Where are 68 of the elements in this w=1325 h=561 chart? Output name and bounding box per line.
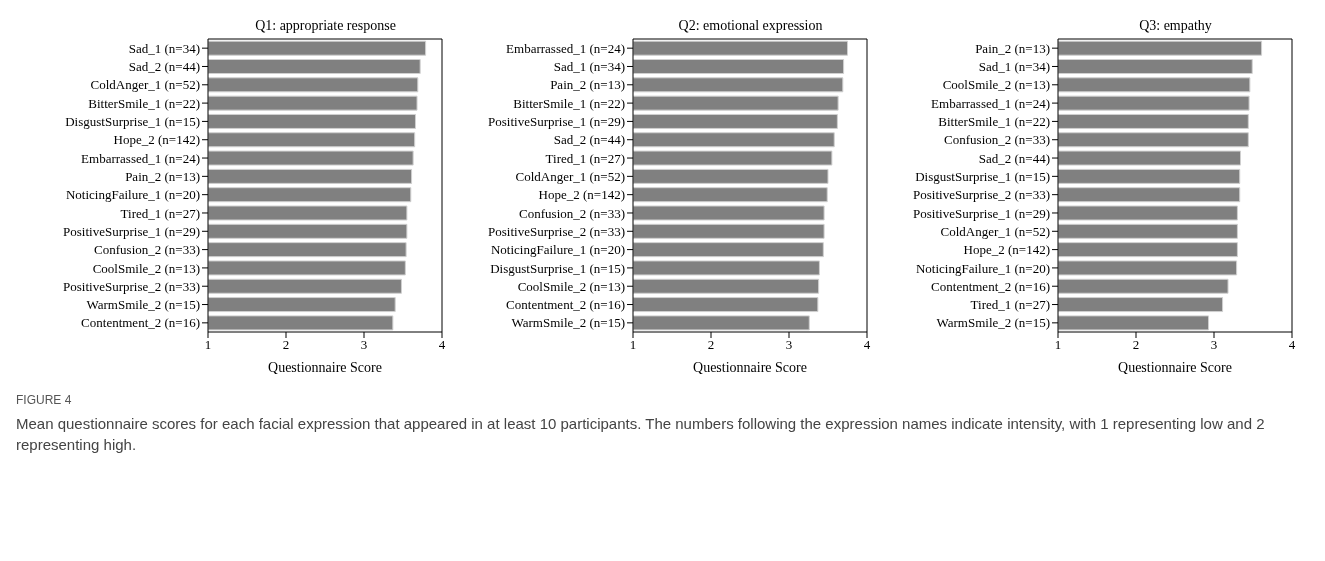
text: Mean questionnaire scores for each facial expression that appeared in at least 10 participants. The numbers following the expression names indicate intensity, with 1 representing low and 2 representing high. bbox=[16, 413, 1266, 455]
y-tick-label: Contentment_2 (n=16) bbox=[81, 315, 200, 331]
y-tick-label: Sad_2 (n=44) bbox=[553, 132, 625, 148]
y-tick-label: WarmSmile_2 (n=15) bbox=[86, 297, 200, 313]
y-tick-label: NoticingFailure_1 (n=20) bbox=[915, 260, 1050, 276]
chart-title: Q3: empathy bbox=[1138, 18, 1213, 34]
y-tick-label: Sad_1 (n=34) bbox=[978, 59, 1050, 75]
y-tick-label: PositiveSurprise_2 (n=33) bbox=[488, 223, 625, 239]
y-tick-label: Sad_1 (n=34) bbox=[128, 40, 200, 56]
y-tick-label: Sad_2 (n=44) bbox=[978, 150, 1050, 166]
x-axis-title: Questionnaire Score bbox=[1118, 360, 1232, 375]
y-tick-label: ColdAnger_1 (n=52) bbox=[940, 223, 1050, 239]
y-tick-label: Hope_2 (n=142) bbox=[113, 132, 200, 148]
y-tick-label: ColdAnger_1 (n=52) bbox=[90, 77, 200, 93]
y-tick-label: Confusion_2 (n=33) bbox=[944, 132, 1050, 148]
x-tick-label: 4 bbox=[863, 337, 871, 353]
y-tick-label: DisgustSurprise_1 (n=15) bbox=[915, 168, 1050, 184]
x-tick-label: 2 bbox=[1132, 337, 1140, 353]
y-tick-label: CoolSmile_2 (n=13) bbox=[942, 77, 1050, 93]
y-tick-label: Tired_1 (n=27) bbox=[120, 205, 200, 221]
y-tick-label: WarmSmile_2 (n=15) bbox=[511, 315, 625, 331]
y-tick-label: Hope_2 (n=142) bbox=[963, 242, 1050, 258]
y-tick-label: BitterSmile_1 (n=22) bbox=[938, 114, 1050, 130]
y-tick-label: NoticingFailure_1 (n=20) bbox=[65, 187, 200, 203]
y-tick-label: Hope_2 (n=142) bbox=[538, 187, 625, 203]
y-tick-label: DisgustSurprise_1 (n=15) bbox=[490, 260, 625, 276]
y-tick-label: PositiveSurprise_2 (n=33) bbox=[913, 187, 1050, 203]
y-tick-label: DisgustSurprise_1 (n=15) bbox=[65, 114, 200, 130]
y-tick-label: PositiveSurprise_1 (n=29) bbox=[488, 114, 625, 130]
y-tick-label: Tired_1 (n=27) bbox=[970, 297, 1050, 313]
y-tick-label: PositiveSurprise_1 (n=29) bbox=[63, 223, 200, 239]
y-tick-label: Sad_1 (n=34) bbox=[553, 59, 625, 75]
y-tick-label: CoolSmile_2 (n=13) bbox=[517, 278, 625, 294]
chart-title: Q1: appropriate response bbox=[254, 18, 397, 34]
y-tick-label: NoticingFailure_1 (n=20) bbox=[490, 242, 625, 258]
y-tick-label: Contentment_2 (n=16) bbox=[506, 297, 625, 313]
x-axis-title: Questionnaire Score bbox=[268, 360, 382, 375]
x-tick-label: 1 bbox=[204, 337, 212, 353]
y-tick-label: PositiveSurprise_1 (n=29) bbox=[913, 205, 1050, 221]
y-tick-label: PositiveSurprise_2 (n=33) bbox=[63, 278, 200, 294]
y-tick-label: Pain_2 (n=13) bbox=[125, 168, 200, 184]
y-tick-label: Sad_2 (n=44) bbox=[128, 59, 200, 75]
y-tick-label: Embarrassed_1 (n=24) bbox=[931, 95, 1050, 111]
x-tick-label: 3 bbox=[360, 337, 368, 353]
y-tick-label: CoolSmile_2 (n=13) bbox=[92, 260, 200, 276]
x-tick-label: 1 bbox=[1054, 337, 1062, 353]
x-tick-label: 3 bbox=[1210, 337, 1218, 353]
y-tick-label: Embarrassed_1 (n=24) bbox=[506, 40, 625, 56]
x-axis-title: Questionnaire Score bbox=[693, 360, 807, 375]
x-tick-label: 2 bbox=[707, 337, 715, 353]
y-tick-label: BitterSmile_1 (n=22) bbox=[88, 95, 200, 111]
y-tick-label: Contentment_2 (n=16) bbox=[931, 278, 1050, 294]
y-tick-label: WarmSmile_2 (n=15) bbox=[936, 315, 1050, 331]
x-tick-label: 4 bbox=[438, 337, 446, 353]
y-tick-label: Confusion_2 (n=33) bbox=[519, 205, 625, 221]
caption: FIGURE 4 bbox=[16, 392, 73, 409]
y-tick-label: Confusion_2 (n=33) bbox=[94, 242, 200, 258]
x-tick-label: 2 bbox=[282, 337, 290, 353]
chart-title: Q2: emotional expression bbox=[677, 18, 824, 34]
y-tick-label: Tired_1 (n=27) bbox=[545, 150, 625, 166]
y-tick-label: Pain_2 (n=13) bbox=[550, 77, 625, 93]
y-tick-label: Pain_2 (n=13) bbox=[975, 40, 1050, 56]
y-tick-label: ColdAnger_1 (n=52) bbox=[515, 168, 625, 184]
x-tick-label: 3 bbox=[785, 337, 793, 353]
y-tick-label: Embarrassed_1 (n=24) bbox=[81, 150, 200, 166]
x-tick-label: 4 bbox=[1288, 337, 1296, 353]
y-tick-label: BitterSmile_1 (n=22) bbox=[513, 95, 625, 111]
x-tick-label: 1 bbox=[629, 337, 637, 353]
